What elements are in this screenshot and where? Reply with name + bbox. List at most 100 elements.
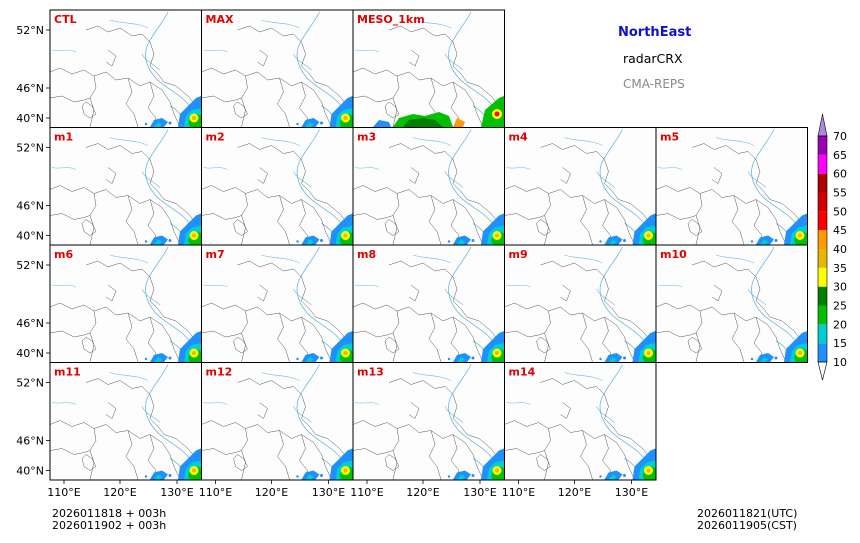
colorbar-level-label: 25 [833, 300, 847, 313]
lat-tick-label: 52°N [16, 259, 44, 272]
panel-label: CTL [54, 13, 77, 26]
basemap [504, 244, 656, 363]
basemap [655, 127, 808, 245]
radar-echo [373, 96, 504, 127]
basemap [352, 362, 505, 480]
colorbar-level-label: 30 [833, 281, 847, 294]
system-title: CMA-REPS [623, 77, 685, 91]
panel-label: m14 [509, 366, 536, 379]
lon-tick-label: 120°E [255, 486, 288, 499]
colorbar-level-label: 70 [833, 130, 847, 143]
lat-tick-label: 52°N [16, 24, 44, 37]
colorbar-segment [818, 305, 827, 325]
lon-tick-label: 110°E [199, 486, 232, 499]
map-panel-m2: m2 [201, 127, 354, 246]
lat-tick-label: 52°N [16, 142, 44, 155]
map-panel-m6: m6 [49, 244, 202, 363]
panel-label: m6 [54, 248, 73, 261]
colorbar: 10 15 20 25 30 35 40 45 50 55 60 65 70 [817, 113, 847, 381]
map-panel-m7: m7 [201, 244, 354, 363]
colorbar-frame [817, 135, 828, 363]
lon-tick-label: 130°E [463, 486, 496, 499]
lat-tick-label: 40°N [16, 465, 44, 478]
colorbar-segment [818, 173, 827, 193]
map-panel-m8: m8 [352, 244, 505, 363]
map-panel-ctl: CTL [49, 9, 202, 128]
map-panel-m3: m3 [352, 127, 505, 246]
panel-grid: CTL MAX MESO_1km m1 m2 m3 m4 m5 m6 m7 m8 m9 m10 m11 m1… [16, 9, 808, 499]
lon-tick-label: 110°E [47, 486, 80, 499]
lon-tick-label: 120°E [406, 486, 439, 499]
colorbar-level-label: 60 [833, 168, 847, 181]
colorbar-segment [818, 286, 827, 306]
colorbar-segment [818, 154, 827, 174]
lon-tick-label: 130°E [160, 486, 193, 499]
panel-label: m10 [660, 248, 687, 261]
map-panel-meso_1km: MESO_1km [352, 9, 505, 128]
lat-tick-label: 46°N [16, 200, 44, 213]
lat-tick-label: 40°N [16, 112, 44, 125]
colorbar-level-label: 45 [833, 224, 847, 237]
region-title: NorthEast [618, 25, 692, 40]
basemap [504, 127, 656, 245]
lon-tick-label: 120°E [103, 486, 136, 499]
panel-frame [504, 362, 657, 481]
panel-label: m5 [660, 131, 679, 144]
lat-tick-label: 46°N [16, 82, 44, 95]
lon-tick-label: 110°E [502, 486, 535, 499]
colorbar-segment [818, 249, 827, 268]
map-panel-m12: m12 [201, 362, 354, 481]
panel-label: m11 [54, 366, 81, 379]
map-panel-max: MAX [201, 9, 354, 128]
lon-tick-label: 130°E [615, 486, 648, 499]
map-panel-m9: m9 [504, 244, 657, 363]
panel-label: MAX [206, 13, 234, 26]
colorbar-segment [818, 136, 827, 155]
basemap [352, 9, 505, 128]
map-panel-m11: m11 [49, 362, 202, 481]
basemap [655, 244, 808, 363]
panel-label: MESO_1km [357, 13, 425, 26]
colorbar-level-label: 65 [833, 149, 847, 162]
valid-time-utc: 2026011821(UTC) [697, 507, 798, 520]
init-time-utc: 2026011818 + 003h [52, 507, 167, 520]
valid-time-cst: 2026011905(CST) [697, 519, 797, 532]
colorbar-level-label: 55 [833, 187, 847, 200]
map-panel-m1: m1 [49, 127, 202, 246]
lat-tick-label: 40°N [16, 347, 44, 360]
panel-label: m12 [206, 366, 233, 379]
basemap [352, 127, 505, 245]
panel-label: m13 [357, 366, 384, 379]
panel-label: m9 [509, 248, 528, 261]
basemap [504, 362, 656, 480]
colorbar-segment [818, 267, 827, 287]
panel-label: m3 [357, 131, 376, 144]
panel-label: m2 [206, 131, 225, 144]
basemap [201, 362, 353, 480]
colorbar-level-label: 10 [833, 356, 847, 369]
panel-label: m1 [54, 131, 73, 144]
lon-tick-label: 120°E [558, 486, 591, 499]
product-title: radarCRX [623, 51, 683, 66]
colorbar-level-label: 40 [833, 243, 847, 256]
colorbar-level-label: 15 [833, 337, 847, 350]
basemap [201, 244, 353, 363]
map-panel-m13: m13 [352, 362, 505, 481]
colorbar-over-arrow [817, 113, 828, 137]
basemap [201, 9, 353, 128]
panel-label: m8 [357, 248, 376, 261]
colorbar-level-label: 50 [833, 205, 847, 218]
panel-label: m7 [206, 248, 225, 261]
colorbar-segment [818, 192, 827, 212]
basemap [49, 244, 202, 363]
map-panel-m10: m10 [655, 244, 808, 363]
colorbar-segment [818, 324, 827, 344]
lat-tick-label: 40°N [16, 230, 44, 243]
basemap [352, 244, 505, 363]
basemap [49, 9, 202, 128]
map-panel-m14: m14 [504, 362, 657, 481]
map-panel-m4: m4 [504, 127, 657, 246]
colorbar-segment [818, 230, 827, 249]
colorbar-segment [818, 211, 827, 231]
